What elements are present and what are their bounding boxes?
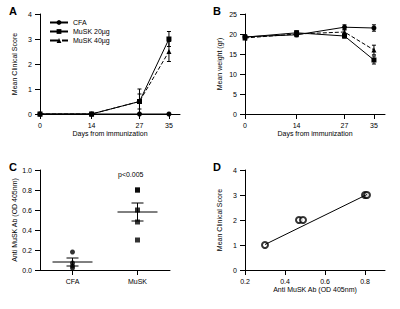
svg-text:C: C	[9, 161, 17, 173]
svg-text:A: A	[9, 5, 17, 17]
svg-text:Days from immunization: Days from immunization	[277, 130, 352, 138]
svg-text:3: 3	[233, 192, 237, 199]
svg-text:Mean Clinical Score: Mean Clinical Score	[11, 33, 18, 95]
svg-text:1: 1	[28, 86, 32, 93]
svg-text:0.6: 0.6	[22, 207, 32, 214]
svg-text:35: 35	[165, 122, 173, 129]
svg-text:0: 0	[243, 122, 247, 129]
svg-text:0: 0	[233, 267, 237, 274]
svg-text:0: 0	[233, 111, 237, 118]
svg-text:14: 14	[293, 122, 301, 129]
svg-text:Mean weight (gr): Mean weight (gr)	[216, 38, 224, 91]
svg-text:1: 1	[233, 242, 237, 249]
svg-text:4: 4	[233, 167, 237, 174]
svg-text:Mean Clinical Score: Mean Clinical Score	[216, 189, 223, 251]
svg-text:1.0: 1.0	[22, 167, 32, 174]
svg-text:5: 5	[233, 91, 237, 98]
svg-text:0.8: 0.8	[22, 187, 32, 194]
svg-text:0.4: 0.4	[22, 227, 32, 234]
svg-text:4: 4	[28, 11, 32, 18]
svg-text:0: 0	[28, 111, 32, 118]
svg-text:0.0: 0.0	[22, 267, 32, 274]
svg-text:Days from immunization: Days from immunization	[72, 130, 147, 138]
svg-text:MuSK 40µg: MuSK 40µg	[73, 37, 110, 45]
svg-text:15: 15	[229, 51, 237, 58]
svg-text:2: 2	[233, 217, 237, 224]
svg-text:CFA: CFA	[66, 278, 80, 285]
svg-text:0.2: 0.2	[22, 247, 32, 254]
svg-text:2: 2	[28, 61, 32, 68]
svg-text:p<0.005: p<0.005	[118, 171, 144, 179]
svg-text:27: 27	[136, 122, 144, 129]
svg-text:3: 3	[28, 36, 32, 43]
svg-text:0.6: 0.6	[320, 278, 330, 285]
svg-text:CFA: CFA	[73, 19, 87, 26]
svg-text:MuSK: MuSK	[128, 278, 147, 285]
svg-text:MuSK 20µg: MuSK 20µg	[73, 28, 110, 36]
svg-text:27: 27	[341, 122, 349, 129]
svg-text:20: 20	[229, 31, 237, 38]
svg-text:25: 25	[229, 11, 237, 18]
svg-text:0.4: 0.4	[280, 278, 290, 285]
svg-text:Anti MuSK Ab (OD 405nm): Anti MuSK Ab (OD 405nm)	[273, 286, 357, 294]
svg-text:Anti MuSK Ab (OD 405nm): Anti MuSK Ab (OD 405nm)	[11, 178, 19, 262]
svg-text:35: 35	[370, 122, 378, 129]
svg-text:10: 10	[229, 71, 237, 78]
svg-text:14: 14	[88, 122, 96, 129]
svg-text:D: D	[213, 161, 221, 173]
svg-text:0.8: 0.8	[360, 278, 370, 285]
svg-text:0.2: 0.2	[240, 278, 250, 285]
svg-text:0: 0	[38, 122, 42, 129]
svg-text:B: B	[213, 5, 221, 17]
